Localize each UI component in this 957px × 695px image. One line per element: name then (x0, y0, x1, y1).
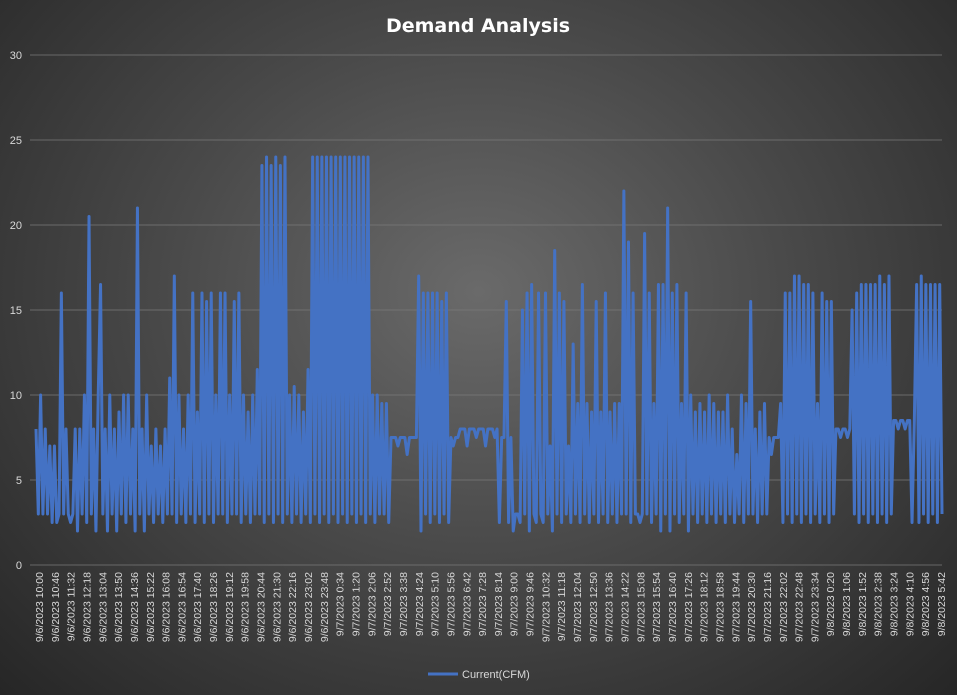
x-tick-label: 9/7/2023 16:40 (667, 572, 679, 642)
legend: Current(CFM) (428, 669, 530, 681)
x-tick-label: 9/8/2023 0:20 (825, 572, 837, 636)
x-tick-label: 9/7/2023 21:16 (762, 572, 774, 642)
x-tick-label: 9/6/2023 18:26 (208, 572, 220, 642)
x-tick-label: 9/6/2023 17:40 (192, 572, 204, 642)
x-tick-label: 9/7/2023 11:18 (556, 572, 568, 641)
x-tick-label: 9/7/2023 12:04 (572, 572, 584, 642)
x-tick-label: 9/7/2023 22:02 (778, 572, 790, 642)
x-tick-label: 9/7/2023 3:38 (398, 572, 410, 636)
x-tick-label: 9/7/2023 2:06 (366, 572, 378, 636)
x-tick-label: 9/7/2023 22:48 (794, 572, 806, 642)
x-tick-label: 9/8/2023 5:42 (936, 572, 948, 636)
x-tick-label: 9/7/2023 14:22 (620, 572, 632, 642)
x-tick-label: 9/6/2023 10:00 (34, 572, 46, 642)
x-tick-label: 9/7/2023 4:24 (414, 572, 426, 636)
x-tick-label: 9/7/2023 15:08 (635, 572, 647, 642)
chart-title: Demand Analysis (386, 15, 570, 37)
x-tick-label: 9/7/2023 9:00 (509, 572, 521, 636)
x-tick-label: 9/8/2023 2:38 (873, 572, 885, 636)
x-tick-label: 9/7/2023 8:14 (493, 572, 505, 636)
x-axis-ticks: 9/6/2023 10:00 9/6/2023 10:46 9/6/2023 11:… (34, 572, 948, 642)
x-tick-label: 9/7/2023 5:56 (445, 572, 457, 636)
x-tick-label: 9/6/2023 11:32 (66, 572, 78, 641)
legend-label: Current(CFM) (462, 669, 530, 681)
x-tick-label: 9/8/2023 3:24 (889, 572, 901, 636)
x-tick-label: 9/7/2023 0:34 (335, 572, 347, 636)
y-tick-label: 25 (10, 135, 22, 147)
x-tick-label: 9/8/2023 1:52 (857, 572, 869, 636)
x-tick-label: 9/7/2023 2:52 (382, 572, 394, 636)
x-tick-label: 9/6/2023 15:22 (145, 572, 157, 642)
x-tick-label: 9/6/2023 13:04 (97, 572, 109, 642)
y-tick-label: 30 (10, 50, 22, 62)
x-tick-label: 9/7/2023 19:44 (730, 572, 742, 642)
x-tick-label: 9/6/2023 21:30 (271, 572, 283, 642)
y-tick-label: 10 (10, 390, 22, 402)
y-tick-label: 0 (16, 560, 22, 572)
x-tick-label: 9/6/2023 16:54 (176, 572, 188, 642)
x-tick-label: 9/6/2023 23:48 (319, 572, 331, 642)
x-tick-label: 9/6/2023 20:44 (256, 572, 268, 642)
x-tick-label: 9/7/2023 23:34 (809, 572, 821, 642)
x-tick-label: 9/7/2023 18:58 (715, 572, 727, 642)
x-tick-label: 9/6/2023 12:18 (82, 572, 94, 642)
x-tick-label: 9/7/2023 9:46 (525, 572, 537, 636)
series-layer (34, 155, 944, 533)
x-tick-label: 9/6/2023 16:08 (161, 572, 173, 642)
x-tick-label: 9/7/2023 6:42 (461, 572, 473, 636)
x-tick-label: 9/6/2023 13:50 (113, 572, 125, 642)
x-tick-label: 9/8/2023 1:06 (841, 572, 853, 636)
x-tick-label: 9/7/2023 15:54 (651, 572, 663, 642)
x-tick-label: 9/7/2023 10:32 (540, 572, 552, 642)
x-tick-label: 9/8/2023 4:56 (920, 572, 932, 636)
x-tick-label: 9/7/2023 13:36 (604, 572, 616, 642)
x-tick-label: 9/7/2023 7:28 (477, 572, 489, 636)
x-tick-label: 9/7/2023 12:50 (588, 572, 600, 642)
x-tick-label: 9/7/2023 18:12 (699, 572, 711, 642)
x-tick-label: 9/7/2023 20:30 (746, 572, 758, 642)
x-tick-label: 9/6/2023 19:12 (224, 572, 236, 642)
x-tick-label: 9/6/2023 22:16 (287, 572, 299, 642)
y-tick-label: 20 (10, 220, 22, 232)
x-tick-label: 9/6/2023 19:58 (240, 572, 252, 642)
x-tick-label: 9/8/2023 4:10 (904, 572, 916, 636)
x-tick-label: 9/7/2023 17:26 (683, 572, 695, 642)
x-tick-label: 9/6/2023 23:02 (303, 572, 315, 642)
series-line-current (34, 155, 944, 533)
x-tick-label: 9/6/2023 14:36 (129, 572, 141, 642)
y-axis-ticks: 0 5 10 15 20 25 30 (10, 50, 22, 572)
x-tick-label: 9/7/2023 1:20 (351, 572, 363, 636)
x-tick-label: 9/6/2023 10:46 (50, 572, 62, 642)
x-tick-label: 9/7/2023 5:10 (430, 572, 442, 636)
y-tick-label: 15 (10, 305, 22, 317)
y-tick-label: 5 (16, 475, 22, 487)
